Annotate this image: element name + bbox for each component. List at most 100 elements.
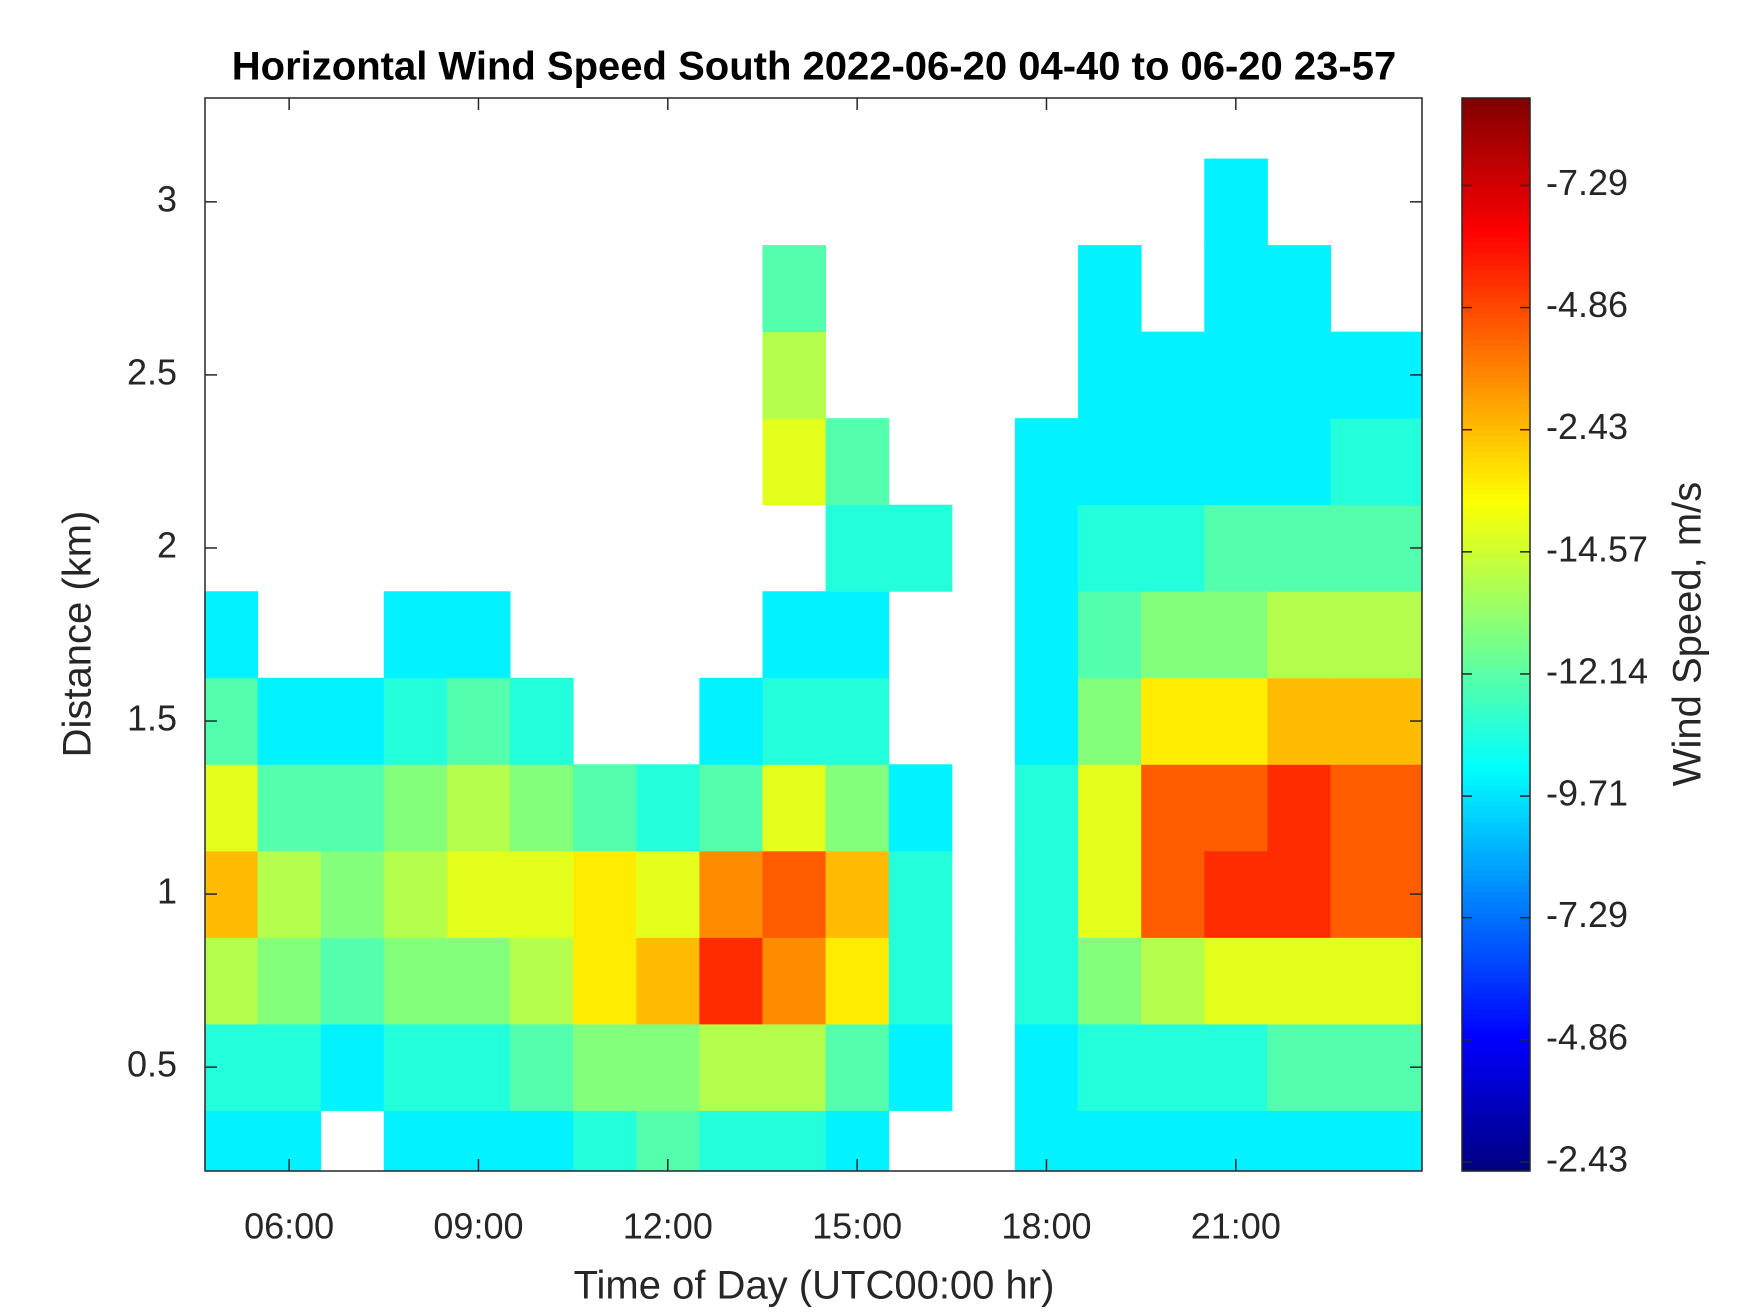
colorbar-swatch xyxy=(1462,323,1530,330)
heatmap-cell xyxy=(1141,764,1205,852)
colorbar-swatch xyxy=(1462,1133,1530,1140)
colorbar-swatch xyxy=(1462,355,1530,362)
heatmap-cell xyxy=(1267,677,1331,765)
colorbar-swatch xyxy=(1462,135,1530,142)
heatmap-cell xyxy=(446,937,511,1025)
colorbar-swatch xyxy=(1462,816,1530,823)
heatmap-cell xyxy=(446,1023,511,1111)
heatmap-cell xyxy=(1330,850,1422,938)
colorbar-swatch xyxy=(1462,312,1530,319)
colorbar-swatch xyxy=(1462,1128,1530,1135)
colorbar-swatch xyxy=(1462,114,1530,121)
colorbar-swatch xyxy=(1462,103,1530,110)
colorbar-swatch xyxy=(1462,537,1530,544)
colorbar-swatch xyxy=(1462,505,1530,512)
colorbar-swatch xyxy=(1462,779,1530,786)
colorbar-swatch xyxy=(1462,1144,1530,1151)
colorbar-tick-label: -7.29 xyxy=(1546,894,1628,935)
heatmap-cell xyxy=(888,764,953,852)
heatmap-cell xyxy=(1014,764,1079,852)
colorbar-swatch xyxy=(1462,784,1530,791)
colorbar-swatch xyxy=(1462,725,1530,732)
colorbar-swatch xyxy=(1462,393,1530,400)
colorbar-label: Wind Speed, m/s xyxy=(1666,482,1710,787)
heatmap-cell xyxy=(510,1023,574,1111)
colorbar-swatch xyxy=(1462,709,1530,716)
colorbar-swatch xyxy=(1462,918,1530,925)
colorbar-swatch xyxy=(1462,194,1530,201)
heatmap-cell xyxy=(573,850,637,938)
heatmap-cell xyxy=(1330,591,1422,679)
heatmap-cell xyxy=(888,1023,953,1111)
colorbar-swatch xyxy=(1462,446,1530,453)
colorbar-swatch xyxy=(1462,387,1530,394)
heatmap-cell xyxy=(257,937,322,1025)
colorbar-swatch xyxy=(1462,951,1530,957)
heatmap-cell xyxy=(205,1110,259,1171)
colorbar-swatch xyxy=(1462,693,1530,700)
colorbar-swatch xyxy=(1462,672,1530,679)
colorbar-swatch xyxy=(1462,827,1530,834)
heatmap-cell xyxy=(1330,1023,1422,1111)
colorbar-swatch xyxy=(1462,285,1530,292)
heatmap-cell xyxy=(383,677,448,765)
colorbar-swatch xyxy=(1462,301,1530,308)
colorbar-swatch xyxy=(1462,232,1530,239)
colorbar-swatch xyxy=(1462,940,1530,947)
heatmap-cell xyxy=(762,1110,827,1171)
colorbar-swatch xyxy=(1462,430,1530,437)
heatmap-cell xyxy=(573,764,637,852)
heatmap-cell xyxy=(257,764,322,852)
heatmap-cell xyxy=(1330,331,1422,419)
heatmap-cell xyxy=(888,937,953,1025)
heatmap-cell xyxy=(1014,1023,1079,1111)
colorbar-swatch xyxy=(1462,1074,1530,1081)
colorbar-swatch xyxy=(1462,1010,1530,1017)
colorbar-swatch xyxy=(1462,189,1530,196)
heatmap-cell xyxy=(1330,937,1422,1025)
colorbar-swatch xyxy=(1462,639,1530,646)
heatmap-cell xyxy=(573,1023,637,1111)
heatmap-cell xyxy=(699,850,763,938)
chart-title: Horizontal Wind Speed South 2022-06-20 0… xyxy=(232,45,1396,89)
heatmap-cell xyxy=(446,677,511,765)
colorbar-swatch xyxy=(1462,280,1530,287)
colorbar-swatch xyxy=(1462,629,1530,636)
colorbar-swatch xyxy=(1462,843,1530,850)
colorbar-swatch xyxy=(1462,1165,1530,1172)
colorbar-swatch xyxy=(1462,548,1530,555)
colorbar-swatch xyxy=(1462,468,1530,475)
colorbar-tick-label: -7.29 xyxy=(1546,162,1628,203)
colorbar-swatch xyxy=(1462,613,1530,620)
colorbar-swatch xyxy=(1462,350,1530,357)
heatmap-cell xyxy=(1014,850,1079,938)
colorbar-swatch xyxy=(1462,398,1530,405)
heatmap-cell xyxy=(573,1110,637,1171)
heatmap-cell xyxy=(762,418,827,506)
colorbar-swatch xyxy=(1462,822,1530,829)
heatmap-cell xyxy=(1078,245,1142,333)
colorbar-swatch xyxy=(1462,205,1530,212)
colorbar-swatch xyxy=(1462,892,1530,898)
heatmap-cell xyxy=(699,1110,763,1171)
heatmap-cell xyxy=(1204,937,1268,1025)
heatmap-cell xyxy=(1204,504,1268,592)
colorbar-swatch xyxy=(1462,902,1530,909)
heatmap-cell xyxy=(257,677,322,765)
colorbar-swatch xyxy=(1462,242,1530,249)
colorbar-tick-label: -12.14 xyxy=(1546,650,1648,691)
colorbar-swatch xyxy=(1462,441,1530,448)
heatmap-cell xyxy=(205,937,259,1025)
colorbar-swatch xyxy=(1462,248,1530,255)
colorbar-swatch xyxy=(1462,618,1530,625)
colorbar-swatch xyxy=(1462,371,1530,378)
colorbar-swatch xyxy=(1462,1079,1530,1086)
colorbar-swatch xyxy=(1462,580,1530,587)
colorbar-swatch xyxy=(1462,521,1530,528)
colorbar-tick-label: -4.86 xyxy=(1546,284,1628,325)
colorbar-swatch xyxy=(1462,747,1530,754)
heatmap-cell xyxy=(1078,504,1142,592)
colorbar-swatch xyxy=(1462,334,1530,341)
colorbar-swatch xyxy=(1462,1122,1530,1129)
colorbar-swatch xyxy=(1462,1047,1530,1054)
